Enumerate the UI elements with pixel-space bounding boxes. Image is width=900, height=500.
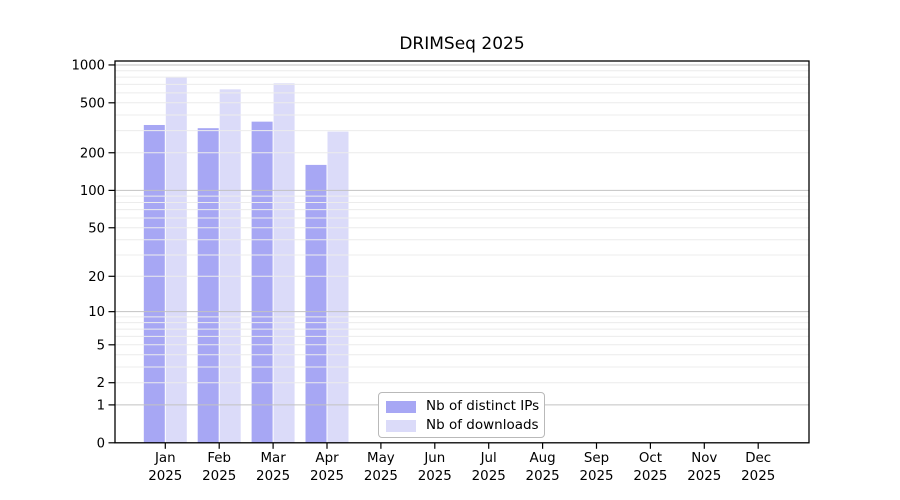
y-tick-label-100: 100 (80, 184, 105, 199)
plot-frame (114, 60, 810, 444)
x-tick-label-month-aug: Aug (530, 451, 556, 466)
x-tick-label-month-may: May (367, 451, 395, 466)
chart-title: DRIMSeq 2025 (399, 34, 525, 54)
x-tick-label-year-nov: 2025 (687, 469, 721, 484)
x-tick-label-year-may: 2025 (364, 469, 398, 484)
x-tick-label-month-oct: Oct (639, 451, 662, 466)
legend: Nb of distinct IPs Nb of downloads (378, 392, 545, 438)
x-tick-label-year-jan: 2025 (148, 469, 182, 484)
x-tick-label-month-sep: Sep (584, 451, 609, 466)
legend-item-distinct-ips: Nb of distinct IPs (386, 399, 544, 414)
x-tick-label-year-apr: 2025 (310, 469, 344, 484)
x-tick-label-year-aug: 2025 (526, 469, 560, 484)
x-tick-label-month-jul: Jul (480, 451, 497, 466)
legend-item-downloads: Nb of downloads (386, 418, 544, 433)
y-tick-label-1000: 1000 (71, 58, 105, 73)
x-tick-label-month-jan: Jan (154, 451, 176, 466)
legend-swatch-distinct-ips-icon (386, 400, 416, 413)
x-tick-label-year-mar: 2025 (256, 469, 290, 484)
y-tick-label-20: 20 (88, 270, 105, 285)
bar-downloads-feb (219, 89, 241, 443)
bar-distinct-ips-jan (143, 124, 165, 443)
y-tick-label-500: 500 (80, 96, 105, 111)
y-tick-label-1: 1 (97, 398, 105, 413)
y-tick-label-10: 10 (88, 305, 105, 320)
x-tick-label-year-jun: 2025 (418, 469, 452, 484)
x-tick-label-month-feb: Feb (207, 451, 231, 466)
legend-label-downloads: Nb of downloads (426, 417, 539, 433)
x-tick-label-month-nov: Nov (691, 451, 717, 466)
x-tick-label-month-jun: Jun (423, 451, 445, 466)
y-tick-label-2: 2 (97, 376, 105, 391)
legend-label-distinct-ips: Nb of distinct IPs (426, 398, 540, 414)
x-tick-label-year-sep: 2025 (579, 469, 613, 484)
bar-distinct-ips-apr (305, 164, 327, 443)
x-tick-label-year-jul: 2025 (472, 469, 506, 484)
x-tick-label-month-mar: Mar (260, 451, 286, 466)
bar-downloads-apr (327, 131, 349, 443)
legend-swatch-downloads-icon (386, 419, 416, 432)
bar-distinct-ips-feb (197, 128, 219, 443)
x-tick-label-month-dec: Dec (745, 451, 771, 466)
x-tick-label-year-feb: 2025 (202, 469, 236, 484)
y-tick-label-50: 50 (88, 221, 105, 236)
x-tick-label-year-oct: 2025 (633, 469, 667, 484)
y-tick-label-200: 200 (80, 146, 105, 161)
bar-distinct-ips-mar (251, 121, 273, 443)
x-tick-label-month-apr: Apr (315, 451, 339, 466)
bar-downloads-mar (273, 83, 295, 443)
x-tick-label-year-dec: 2025 (741, 469, 775, 484)
bar-downloads-jan (165, 77, 187, 443)
y-tick-label-5: 5 (97, 338, 105, 353)
y-tick-label-0: 0 (97, 436, 105, 451)
